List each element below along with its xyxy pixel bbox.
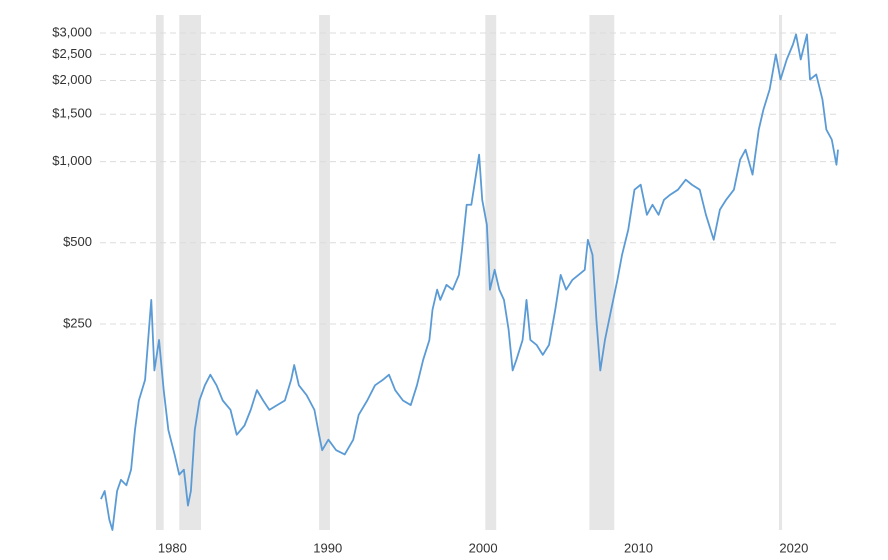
y-tick-label: $1,000 [52,153,92,168]
price-line [100,33,839,531]
x-tick-label: 2000 [469,540,498,555]
x-tick-label: 2020 [779,540,808,555]
y-tick-label: $1,500 [52,106,92,121]
y-tick-label: $2,500 [52,46,92,61]
y-tick-label: $3,000 [52,24,92,39]
recession-band [319,15,330,530]
recession-band [778,15,783,530]
y-tick-label: $2,000 [52,72,92,87]
x-tick-label: 1980 [158,540,187,555]
x-tick-label: 2010 [624,540,653,555]
y-tick-label: $500 [63,234,92,249]
recession-band [485,15,497,530]
recession-band [179,15,201,530]
x-tick-label: 1990 [313,540,342,555]
y-tick-label: $250 [63,315,92,330]
recession-band [155,15,164,530]
